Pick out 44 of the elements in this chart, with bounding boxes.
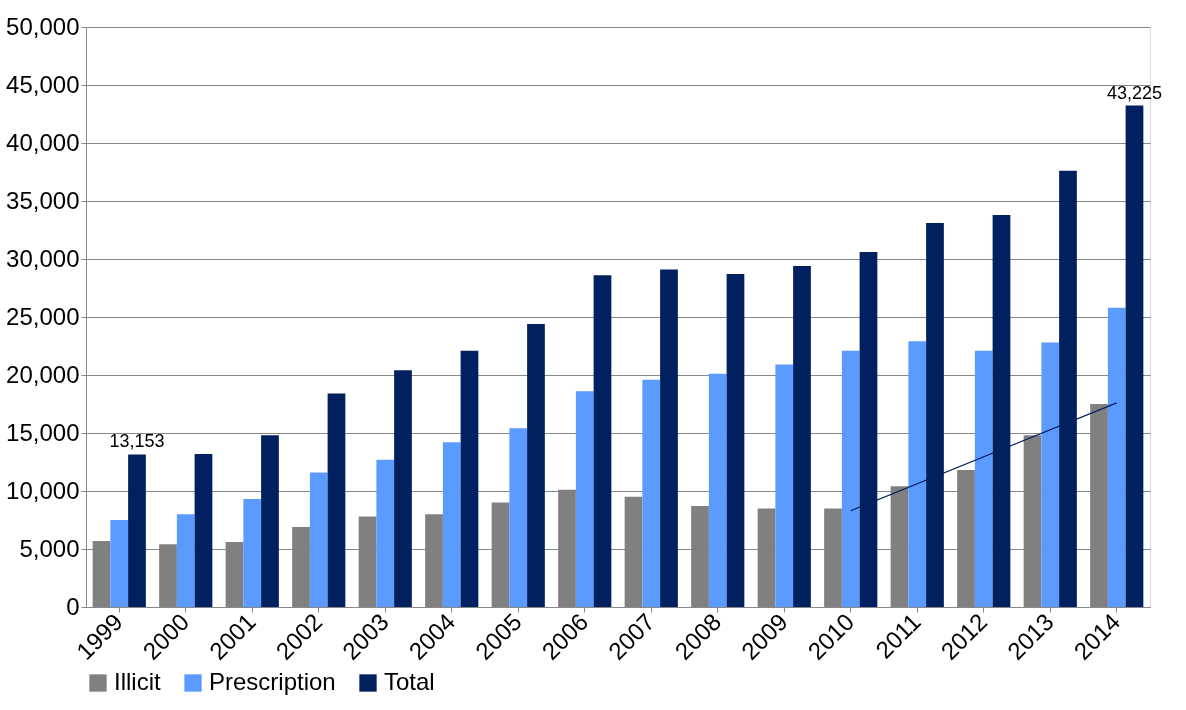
bar — [593, 275, 612, 607]
bar — [575, 391, 594, 607]
bar — [394, 370, 412, 607]
bar — [243, 499, 262, 607]
bar — [1041, 342, 1060, 607]
bar — [509, 428, 528, 607]
bar — [527, 323, 545, 607]
bar — [708, 373, 727, 607]
bar — [128, 454, 146, 607]
bar — [442, 442, 461, 607]
bar — [1107, 307, 1126, 607]
bar — [775, 364, 794, 607]
data-label: 43,225 — [1106, 82, 1163, 103]
bar — [194, 453, 213, 607]
bar — [261, 435, 279, 607]
bar — [309, 472, 328, 607]
bar — [726, 274, 745, 607]
bar — [327, 393, 346, 607]
y-tick-label: 25,000 — [6, 302, 80, 330]
y-tick-label: 30,000 — [6, 244, 80, 272]
legend-label: Total — [384, 668, 435, 695]
y-tick-label: 45,000 — [6, 70, 80, 98]
bar — [460, 350, 479, 607]
y-tick-label: 50,000 — [6, 12, 80, 40]
y-tick-label: 20,000 — [6, 360, 80, 388]
y-tick-label: 5,000 — [19, 534, 80, 562]
y-tick-label: 10,000 — [6, 476, 80, 504]
legend-label: Illicit — [114, 668, 161, 695]
bar — [1125, 105, 1144, 607]
y-tick-label: 0 — [66, 592, 80, 620]
y-tick-label: 15,000 — [6, 418, 80, 446]
bar — [793, 265, 811, 607]
bar — [908, 341, 927, 607]
bar — [642, 379, 661, 607]
legend-label: Prescription — [209, 668, 336, 695]
bar — [176, 514, 195, 607]
bar — [841, 350, 860, 607]
bar — [376, 459, 395, 607]
bar — [974, 350, 993, 607]
bar — [660, 269, 678, 607]
data-label: 13,153 — [109, 431, 165, 452]
y-tick-label: 40,000 — [6, 128, 80, 156]
bar — [110, 520, 129, 607]
y-tick-label: 35,000 — [6, 186, 80, 214]
